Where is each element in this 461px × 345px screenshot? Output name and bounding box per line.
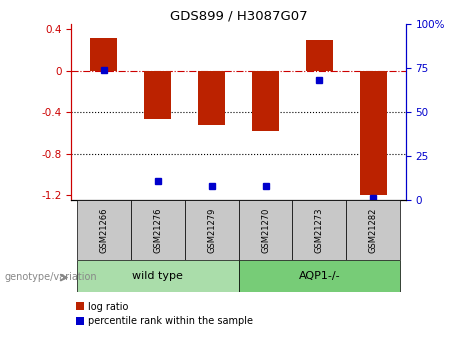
Text: GSM21282: GSM21282 <box>369 208 378 253</box>
Bar <box>198 71 225 125</box>
Bar <box>77 200 131 260</box>
Bar <box>239 260 400 292</box>
Title: GDS899 / H3087G07: GDS899 / H3087G07 <box>170 10 307 23</box>
Bar <box>292 200 346 260</box>
Text: wild type: wild type <box>132 271 183 281</box>
Text: GSM21266: GSM21266 <box>99 208 108 253</box>
Bar <box>252 71 279 131</box>
Bar <box>346 200 400 260</box>
Bar <box>90 38 117 71</box>
Bar <box>360 71 387 195</box>
Bar <box>306 40 333 71</box>
Text: GSM21273: GSM21273 <box>315 208 324 253</box>
Bar <box>144 71 171 119</box>
Text: GSM21270: GSM21270 <box>261 208 270 253</box>
Text: genotype/variation: genotype/variation <box>5 273 97 282</box>
Text: GSM21279: GSM21279 <box>207 208 216 253</box>
Bar <box>239 200 292 260</box>
Legend: log ratio, percentile rank within the sample: log ratio, percentile rank within the sa… <box>77 302 253 326</box>
Bar <box>185 200 239 260</box>
Text: GSM21276: GSM21276 <box>153 208 162 253</box>
Bar <box>131 200 185 260</box>
Bar <box>77 260 239 292</box>
Text: AQP1-/-: AQP1-/- <box>299 271 340 281</box>
